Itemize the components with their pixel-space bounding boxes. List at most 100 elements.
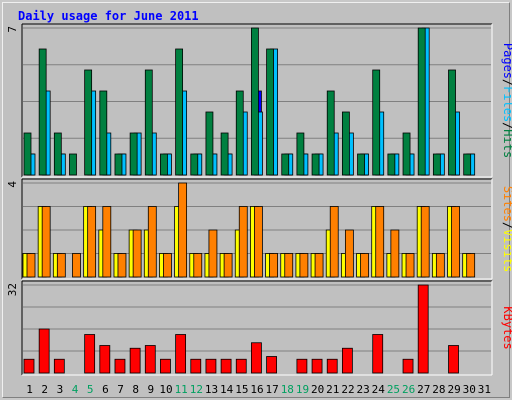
bar-sites-day-20 <box>314 253 324 278</box>
bar-hits-day-17 <box>266 48 274 176</box>
bar-kbytes-day-14 <box>220 358 232 374</box>
x-tick-label-day-17: 17 <box>266 383 279 396</box>
x-tick-label-day-8: 8 <box>132 383 139 396</box>
panel-legend: Pages/Files/Hits <box>501 43 512 158</box>
bar-hits-day-28 <box>432 153 441 176</box>
bar-sites-day-1 <box>26 253 36 278</box>
bar-sites-day-14 <box>223 253 233 278</box>
x-tick-label-day-12: 12 <box>190 383 203 396</box>
bar-sites-day-29 <box>451 206 460 278</box>
bar-hits-day-14 <box>220 132 229 176</box>
x-tick-label-day-14: 14 <box>220 383 234 396</box>
bar-hits-day-1 <box>23 132 32 176</box>
bar-kbytes-day-2 <box>38 328 50 374</box>
bar-kbytes-day-8 <box>129 347 141 374</box>
x-tick-label-day-2: 2 <box>41 383 48 396</box>
bar-kbytes-day-6 <box>99 345 111 374</box>
bar-sites-day-8 <box>132 229 142 278</box>
bar-sites-day-6 <box>102 206 112 278</box>
bar-sites-day-16 <box>254 206 263 278</box>
panel-legend: KBytes <box>501 306 512 349</box>
bar-sites-day-11 <box>178 182 188 278</box>
bar-kbytes-day-13 <box>205 358 217 374</box>
x-tick-label-day-13: 13 <box>205 383 218 396</box>
x-tick-label-day-22: 22 <box>341 383 354 396</box>
legend-pages: Pages <box>501 43 512 79</box>
x-tick-label-day-5: 5 <box>87 383 94 396</box>
bar-hits-day-26 <box>402 132 411 176</box>
x-tick-label-day-27: 27 <box>417 383 430 396</box>
bar-sites-day-4 <box>72 253 81 278</box>
y-axis-max-label: 4 <box>6 181 19 188</box>
bar-kbytes-day-10 <box>160 358 171 374</box>
bar-hits-day-22 <box>341 111 350 176</box>
bar-hits-day-23 <box>357 153 365 176</box>
bar-kbytes-day-3 <box>53 358 65 374</box>
x-tick-label-day-7: 7 <box>117 383 124 396</box>
bar-sites-day-10 <box>163 253 172 278</box>
bar-hits-day-24 <box>372 69 381 176</box>
bar-kbytes-day-20 <box>311 358 323 374</box>
bar-hits-day-8 <box>129 132 138 176</box>
bar-sites-day-19 <box>299 253 309 278</box>
x-tick-label-day-28: 28 <box>432 383 445 396</box>
bar-sites-day-7 <box>117 253 127 278</box>
bar-hits-day-18 <box>281 153 290 176</box>
bar-sites-day-13 <box>208 229 218 278</box>
y-axis-max-label: 7 <box>6 26 19 33</box>
bar-sites-day-15 <box>238 206 248 278</box>
legend-separator: / <box>501 122 512 129</box>
x-tick-label-day-6: 6 <box>102 383 109 396</box>
legend-sites: Sites <box>501 186 512 222</box>
x-tick-label-day-29: 29 <box>447 383 460 396</box>
bar-hits-day-7 <box>114 153 123 176</box>
bar-hits-day-21 <box>326 90 335 176</box>
bar-hits-day-19 <box>296 132 305 176</box>
bar-hits-day-12 <box>190 153 199 176</box>
panel-kbytes: 32 KBytes <box>6 280 512 376</box>
bar-kbytes-day-17 <box>266 356 277 374</box>
x-tick-label-day-21: 21 <box>326 383 339 396</box>
bar-hits-day-29 <box>448 69 456 176</box>
panel-sites-visits: 4 Sites/Visits <box>6 178 512 280</box>
bar-sites-day-25 <box>390 229 400 278</box>
bar-kbytes-day-11 <box>175 334 187 374</box>
legend-kbytes: KBytes <box>501 306 512 349</box>
bar-hits-day-30 <box>463 153 472 176</box>
x-tick-label-day-25: 25 <box>387 383 400 396</box>
x-tick-label-day-23: 23 <box>357 383 370 396</box>
bar-sites-day-26 <box>405 253 415 278</box>
bar-hits-day-13 <box>205 111 214 176</box>
legend-files: Files <box>501 86 512 122</box>
x-tick-label-day-30: 30 <box>463 383 476 396</box>
bar-kbytes-day-7 <box>114 358 126 374</box>
y-axis-max-label: 32 <box>6 283 19 296</box>
bar-kbytes-day-5 <box>84 334 96 374</box>
bar-hits-day-6 <box>99 90 108 176</box>
bar-kbytes-day-29 <box>448 345 459 374</box>
bar-hits-day-3 <box>53 132 62 176</box>
bar-kbytes-day-26 <box>402 358 414 374</box>
bar-kbytes-day-1 <box>23 358 35 374</box>
panel-legend: Sites/Visits <box>501 186 512 273</box>
x-tick-label-day-10: 10 <box>159 383 172 396</box>
bar-hits-day-16 <box>251 27 259 176</box>
legend-separator: / <box>501 222 512 229</box>
bar-kbytes-day-12 <box>190 358 202 374</box>
x-tick-label-day-9: 9 <box>148 383 155 396</box>
x-tick-label-day-1: 1 <box>26 383 33 396</box>
bar-sites-day-12 <box>193 253 203 278</box>
bar-sites-day-22 <box>344 229 354 278</box>
bar-sites-day-3 <box>56 253 66 278</box>
x-tick-label-day-26: 26 <box>402 383 415 396</box>
bar-kbytes-day-22 <box>341 347 353 374</box>
bar-hits-day-5 <box>84 69 93 176</box>
x-tick-label-day-3: 3 <box>57 383 64 396</box>
bar-hits-day-15 <box>235 90 244 176</box>
x-tick-label-day-18: 18 <box>281 383 294 396</box>
bar-hits-day-9 <box>144 69 153 176</box>
bar-sites-day-9 <box>147 206 157 278</box>
x-tick-label-day-20: 20 <box>311 383 324 396</box>
bar-sites-day-2 <box>41 206 51 278</box>
